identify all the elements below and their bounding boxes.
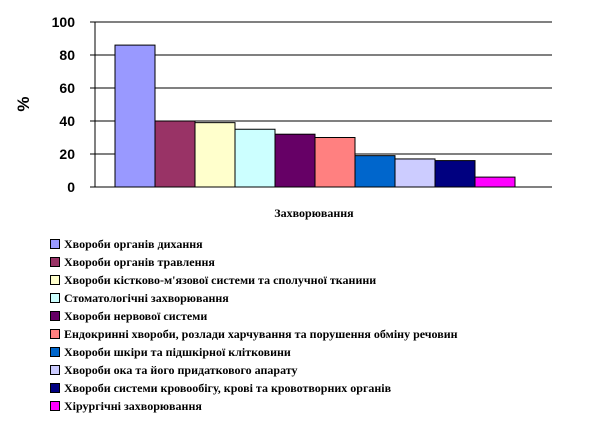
legend-swatch — [50, 401, 60, 411]
y-tick-label: 40 — [59, 113, 75, 129]
legend-item: Хвороби органів дихання — [50, 235, 458, 253]
y-axis-title: % — [14, 96, 33, 111]
bar — [274, 133, 316, 188]
legend-swatch — [50, 365, 60, 375]
bar — [234, 128, 276, 188]
legend-item: Хвороби органів травлення — [50, 253, 458, 271]
legend-item: Стоматологічні захворювання — [50, 289, 458, 307]
bar — [314, 137, 356, 188]
legend-label: Стоматологічні захворювання — [64, 290, 229, 305]
y-tick-label: 100 — [52, 14, 76, 30]
legend-item: Хвороби нервової системи — [50, 307, 458, 325]
legend-label: Хвороби ока та його придаткового апарату — [64, 362, 298, 377]
legend-label: Ендокринні хвороби, розлади харчування т… — [64, 326, 458, 341]
legend-swatch — [50, 329, 60, 339]
y-tick-label: 20 — [59, 146, 75, 162]
legend: Хвороби органів дихання Хвороби органів т… — [50, 235, 458, 415]
bar — [394, 158, 436, 188]
y-tick-label: 60 — [59, 80, 75, 96]
legend-label: Хірургічні захворювання — [64, 398, 202, 413]
legend-label: Хвороби органів дихання — [64, 236, 203, 251]
x-axis-title: Захворювання — [274, 206, 354, 220]
bar — [154, 120, 196, 188]
legend-item: Хвороби системи кровообігу, крові та кро… — [50, 379, 458, 397]
legend-item: Ендокринні хвороби, розлади харчування т… — [50, 325, 458, 343]
legend-swatch — [50, 311, 60, 321]
legend-item: Хвороби ока та його придаткового апарату — [50, 361, 458, 379]
y-tick-label: 80 — [59, 47, 75, 63]
bar — [194, 122, 236, 188]
y-tick-label: 0 — [67, 179, 75, 195]
legend-label: Хвороби шкіри та підшкірної клітковини — [64, 344, 291, 359]
bar — [354, 155, 396, 188]
legend-label: Хвороби органів травлення — [64, 254, 215, 269]
bars — [114, 44, 516, 188]
legend-swatch — [50, 257, 60, 267]
legend-swatch — [50, 293, 60, 303]
legend-swatch — [50, 275, 60, 285]
bar — [434, 160, 476, 188]
legend-swatch — [50, 383, 60, 393]
bar — [474, 176, 516, 188]
legend-swatch — [50, 347, 60, 357]
bar — [114, 44, 156, 188]
axes — [90, 21, 552, 188]
legend-label: Хвороби нервової системи — [64, 308, 208, 323]
legend-swatch — [50, 239, 60, 249]
y-tick-labels: 0 20 40 60 80 100 — [52, 14, 76, 195]
legend-item: Хірургічні захворювання — [50, 397, 458, 415]
legend-item: Хвороби кістково-м'язової системи та спо… — [50, 271, 458, 289]
legend-item: Хвороби шкіри та підшкірної клітковини — [50, 343, 458, 361]
legend-label: Хвороби системи кровообігу, крові та кро… — [64, 380, 392, 395]
legend-label: Хвороби кістково-м'язової системи та спо… — [64, 272, 377, 287]
